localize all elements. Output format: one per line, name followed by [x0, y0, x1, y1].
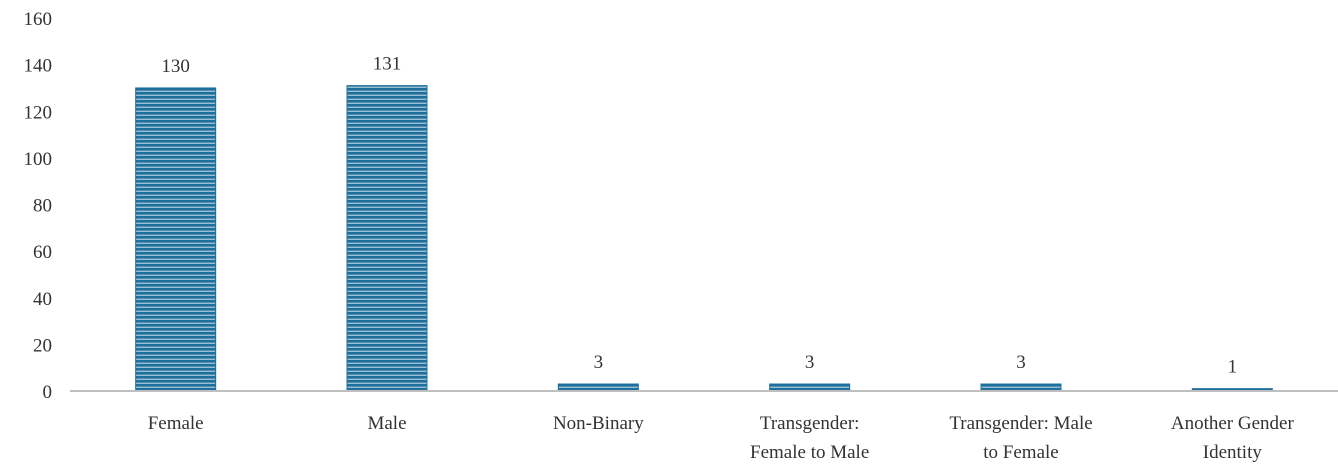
bar — [346, 85, 428, 392]
category-label: Transgender: — [760, 413, 860, 434]
y-tick-label: 80 — [33, 196, 52, 217]
data-label: 3 — [1016, 352, 1026, 373]
category-label: Female to Male — [750, 442, 869, 463]
category-label: Identity — [1203, 442, 1263, 463]
bar — [980, 383, 1062, 392]
y-tick-label: 120 — [24, 102, 53, 123]
category-label: Non-Binary — [553, 413, 644, 434]
y-axis-ticks: 0 20 40 60 80 100 120 140 160 — [24, 9, 53, 403]
y-tick-label: 20 — [33, 335, 52, 356]
y-tick-label: 0 — [43, 382, 53, 403]
y-tick-label: 60 — [33, 242, 52, 263]
y-tick-label: 40 — [33, 289, 52, 310]
data-label: 131 — [373, 54, 402, 75]
data-label: 3 — [594, 352, 604, 373]
category-label: to Female — [983, 442, 1058, 463]
category-label: Female — [148, 413, 204, 434]
category-label: Another Gender — [1171, 413, 1295, 434]
bar — [557, 383, 639, 392]
category-label: Transgender: Male — [949, 413, 1092, 434]
category-labels-group: Female Male Non-Binary Transgender: Female t… — [148, 413, 1295, 463]
data-label: 130 — [161, 56, 190, 77]
bars-group — [135, 85, 1273, 392]
bar — [135, 87, 217, 392]
bar — [769, 383, 851, 392]
category-label: Male — [367, 413, 406, 434]
y-tick-label: 140 — [24, 56, 53, 77]
data-label: 3 — [805, 352, 815, 373]
data-labels-group: 130 131 3 3 3 1 — [161, 54, 1237, 378]
y-tick-label: 100 — [24, 149, 53, 170]
y-tick-label: 160 — [24, 9, 53, 30]
data-label: 1 — [1228, 357, 1238, 378]
